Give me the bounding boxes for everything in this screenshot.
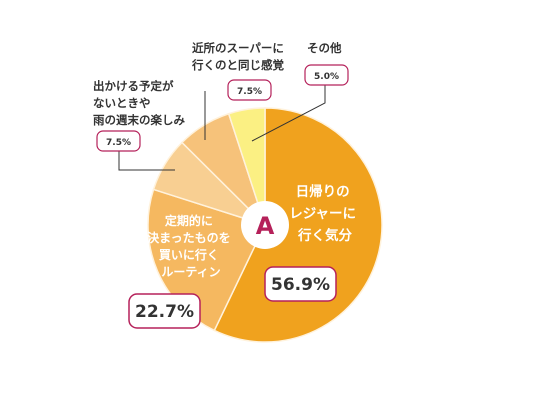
slice-label-supermarket: 近所のスーパーに 行くのと同じ感覚: [191, 41, 288, 72]
slice-label-other: その他: [307, 41, 342, 55]
value-badge-supermarket: 7.5%: [227, 79, 272, 101]
value-badge-other: 5.0%: [304, 64, 349, 86]
value-badge-routine: 22.7%: [128, 293, 201, 329]
slice-label-daytrip: 日帰りの レジャーに 行く気分: [289, 183, 361, 244]
leader-line-rain: [118, 151, 175, 171]
value-label-other: 5.0%: [314, 72, 339, 82]
value-badge-rain: 7.5%: [96, 130, 141, 152]
slice-label-rain: 出かける予定が ないときや 雨の週末の楽しみ: [93, 79, 185, 127]
pie-slices: [147, 107, 383, 343]
center-circle: [241, 201, 289, 249]
value-label-rain: 7.5%: [106, 138, 131, 148]
value-label-supermarket: 7.5%: [237, 87, 262, 97]
value-label-routine: 22.7%: [135, 302, 194, 322]
leader-lines: [118, 85, 326, 171]
value-label-daytrip: 56.9%: [271, 275, 330, 295]
slice-label-routine: 定期的に 決まったものを 買いに行く ルーティン: [147, 213, 235, 279]
value-badge-daytrip: 56.9%: [264, 266, 337, 302]
pie-slice-daytrip: [213, 107, 383, 343]
pie-slice-other: [227, 107, 266, 226]
center-label: A: [256, 212, 275, 240]
leader-line-other: [251, 85, 326, 142]
